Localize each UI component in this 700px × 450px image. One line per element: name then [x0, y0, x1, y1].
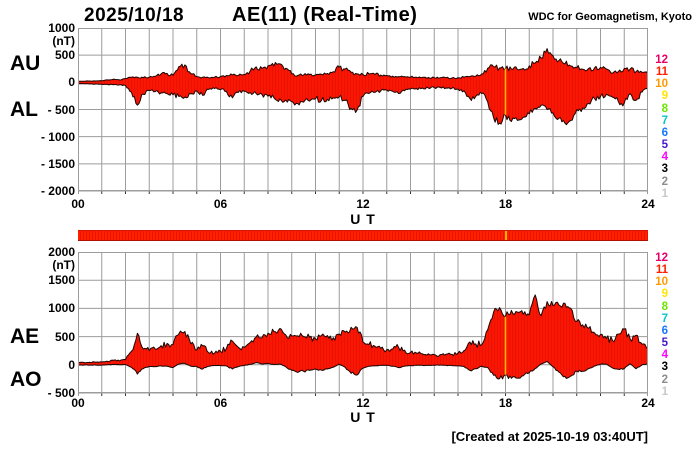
- station-count-1: 1: [661, 385, 668, 398]
- station-count-5: 5: [661, 337, 668, 350]
- created-timestamp: [Created at 2025-10-19 03:40UT]: [451, 429, 648, 444]
- series-label-al: AL: [10, 98, 38, 121]
- ae-ao-chart: [78, 252, 648, 396]
- series-label-au: AU: [10, 52, 41, 75]
- x-tick-label: 24: [641, 197, 655, 211]
- station-count-11: 11: [655, 66, 668, 79]
- station-count-4: 4: [661, 151, 668, 164]
- station-count-1: 1: [661, 187, 668, 200]
- station-count-8: 8: [661, 300, 668, 313]
- station-count-12: 12: [655, 252, 668, 264]
- station-count-6: 6: [661, 324, 668, 337]
- x-tick-label: 00: [71, 197, 85, 211]
- series-label-ae: AE: [10, 325, 40, 348]
- x-tick-label: 24: [641, 396, 655, 410]
- ut-axis-label-top: U T: [350, 211, 376, 227]
- x-tick-label: 18: [498, 396, 513, 410]
- station-count-9: 9: [661, 288, 668, 301]
- station-count-10: 10: [655, 276, 668, 289]
- ut-axis-label-bottom: U T: [350, 409, 376, 425]
- y-tick-label: 0: [68, 75, 75, 90]
- station-count-8: 8: [661, 102, 668, 115]
- station-coverage-bar: [78, 230, 648, 241]
- station-count-legend-top: 12 11 10 9 8 7 6 5 4 3 2 1: [649, 54, 668, 200]
- station-count-2: 2: [661, 373, 668, 386]
- x-tick-label: 18: [498, 197, 513, 211]
- y-tick-label: - 1000: [40, 129, 75, 144]
- x-tick-label: 06: [213, 197, 228, 211]
- station-count-legend-bottom: 12 11 10 9 8 7 6 5 4 3 2 1: [649, 252, 668, 398]
- station-count-4: 4: [661, 349, 668, 362]
- y-tick-label: 2000: [48, 245, 75, 259]
- station-count-9: 9: [661, 90, 668, 103]
- station-count-2: 2: [661, 175, 668, 188]
- station-count-7: 7: [661, 114, 668, 127]
- x-tick-label: 00: [71, 396, 85, 410]
- x-tick-label: 12: [356, 197, 370, 211]
- station-count-5: 5: [661, 139, 668, 152]
- plot-date: 2025/10/18: [84, 5, 185, 26]
- y-tick-label: 1000: [48, 301, 75, 316]
- page-title: AE(11) (Real-Time): [232, 4, 418, 26]
- data-source: WDC for Geomagnetism, Kyoto: [528, 11, 692, 23]
- y-tick-label: - 2000: [40, 184, 75, 198]
- y-axis-unit: (nT): [52, 34, 75, 48]
- station-count-11: 11: [655, 264, 668, 277]
- y-axis-unit: (nT): [52, 258, 75, 272]
- y-tick-label: - 1500: [40, 156, 75, 171]
- au-al-chart: [78, 28, 648, 194]
- x-tick-label: 06: [213, 396, 228, 410]
- station-count-12: 12: [655, 54, 668, 66]
- gap-marker: [504, 231, 507, 240]
- station-count-3: 3: [661, 163, 668, 176]
- station-count-7: 7: [661, 312, 668, 325]
- station-count-10: 10: [655, 78, 668, 91]
- y-tick-label: 1500: [48, 273, 75, 288]
- station-count-6: 6: [661, 126, 668, 139]
- series-label-ao: AO: [10, 368, 42, 391]
- y-tick-label: 1000: [48, 21, 75, 35]
- x-tick-label: 12: [356, 396, 370, 410]
- station-count-3: 3: [661, 361, 668, 374]
